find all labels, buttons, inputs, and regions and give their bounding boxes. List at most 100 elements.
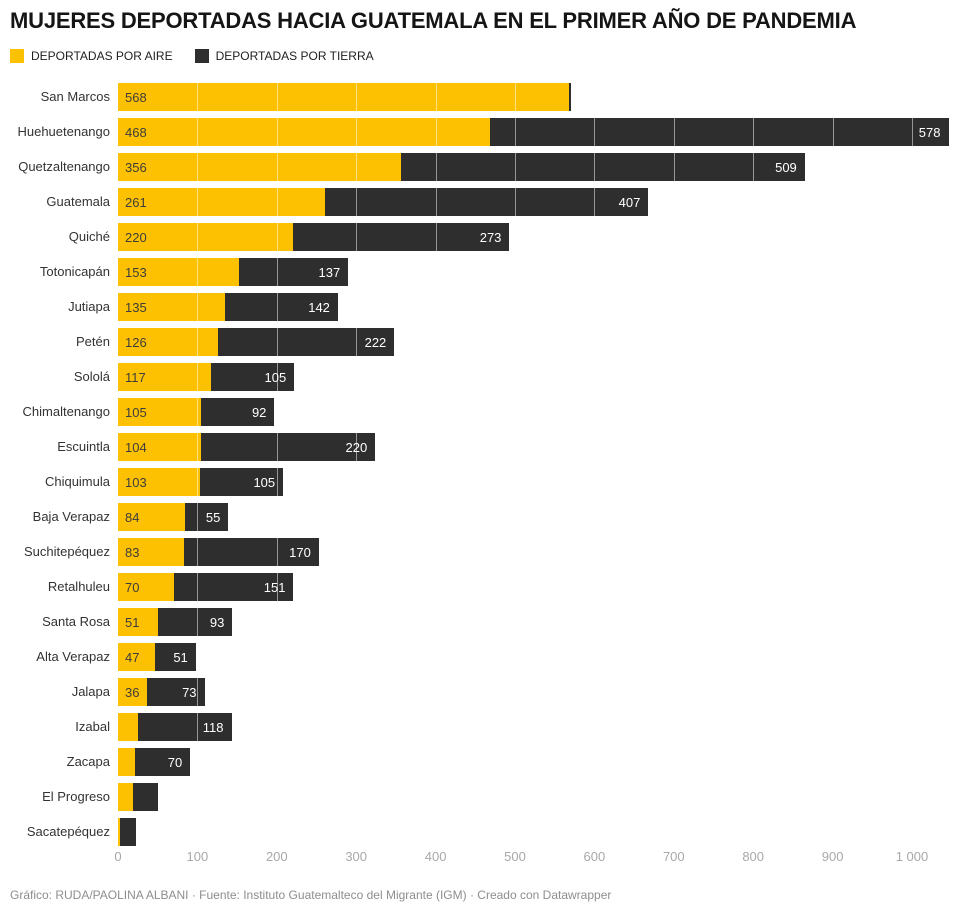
chart-credit: Gráfico: RUDA/PAOLINA ALBANI · Fuente: I…: [10, 888, 612, 902]
bar-row: 468 578: [118, 118, 949, 146]
bar-segment-tierra[interactable]: 273: [292, 223, 510, 251]
x-tick-label: 200: [265, 849, 288, 864]
bar-segment-tierra[interactable]: 105: [210, 363, 295, 391]
bar-segment-tierra[interactable]: 509: [400, 153, 805, 181]
bar-segment-tierra[interactable]: 142: [225, 293, 338, 321]
bar-segment-tierra[interactable]: 105: [199, 468, 284, 496]
bar-segment-aire[interactable]: 105: [118, 398, 202, 426]
bar-value-label-tierra: 55: [205, 509, 221, 525]
legend-swatch-aire-icon: [10, 49, 24, 63]
bar-segment-aire[interactable]: 153: [118, 258, 240, 286]
bar-row: 220 273: [118, 223, 510, 251]
bar-row: 70: [118, 748, 191, 776]
category-label: Izabal: [75, 719, 110, 734]
bar-value-label-tierra: 70: [167, 754, 183, 770]
bar-segment-aire[interactable]: 51: [118, 608, 159, 636]
bar-value-label-tierra: 93: [209, 614, 225, 630]
bar-row: 47 51: [118, 643, 196, 671]
bar-segment-tierra[interactable]: 151: [173, 573, 294, 601]
category-label: Quiché: [68, 229, 110, 244]
bar-value-label-tierra: 105: [264, 369, 287, 385]
bar-segment-tierra[interactable]: 170: [183, 538, 319, 566]
x-tick-label: 900: [821, 849, 844, 864]
bar-segment-aire[interactable]: [118, 713, 138, 741]
bar-row: 356 509: [118, 153, 805, 181]
bar-segment-tierra[interactable]: 222: [218, 328, 395, 356]
bar-segment-tierra[interactable]: 93: [158, 608, 233, 636]
bar-segment-aire[interactable]: 84: [118, 503, 185, 531]
bar-value-label-aire: 153: [125, 264, 147, 280]
category-label: Quetzaltenango: [18, 159, 110, 174]
bar-segment-tierra[interactable]: [568, 83, 572, 111]
category-label: Retalhuleu: [47, 579, 110, 594]
bar-value-label-aire: 568: [125, 89, 147, 105]
x-axis: 0 100 200 300 400 500 600 700 800 900 1 000: [0, 849, 953, 867]
category-label: Zacapa: [66, 754, 110, 769]
bar-value-label-tierra: 170: [289, 544, 311, 560]
bar-value-label-tierra: 73: [182, 684, 197, 700]
bar-row: 51 93: [118, 608, 233, 636]
bar-segment-aire[interactable]: 135: [118, 293, 226, 321]
gridline: [436, 83, 437, 846]
bar-value-label-aire: 47: [125, 649, 140, 665]
category-label: Escuintla: [57, 439, 110, 454]
bar-row: 135 142: [118, 293, 338, 321]
x-tick-label: 600: [583, 849, 606, 864]
gridline: [356, 83, 357, 846]
bar-segment-tierra[interactable]: 51: [155, 643, 196, 671]
category-label: Chimaltenango: [22, 404, 110, 419]
x-tick-label: 100: [186, 849, 209, 864]
bar-value-label-aire: 117: [125, 369, 146, 385]
bar-segment-tierra[interactable]: 55: [184, 503, 229, 531]
bar-row: 568: [118, 83, 572, 111]
bar-segment-aire[interactable]: 126: [118, 328, 219, 356]
gridline: [515, 83, 516, 846]
legend-label: DEPORTADAS POR TIERRA: [215, 49, 374, 63]
bar-segment-aire[interactable]: 468: [118, 118, 490, 146]
x-tick-label: 300: [345, 849, 368, 864]
bar-segment-aire[interactable]: 356: [118, 153, 401, 181]
bar-row: 261 407: [118, 188, 649, 216]
gridline: [277, 83, 278, 846]
bar-value-label-tierra: 273: [479, 229, 502, 245]
bar-segment-aire[interactable]: 36: [118, 678, 147, 706]
bar-row: [118, 783, 158, 811]
bar-segment-tierra[interactable]: 220: [200, 433, 376, 461]
bar-segment-tierra[interactable]: [133, 783, 158, 811]
bar-value-label-aire: 220: [125, 229, 147, 245]
bar-segment-tierra[interactable]: 578: [489, 118, 949, 146]
category-label: Totonicapán: [39, 264, 110, 279]
bar-segment-aire[interactable]: 70: [118, 573, 174, 601]
gridline: [753, 83, 754, 846]
bar-segment-aire[interactable]: [118, 783, 134, 811]
bar-segment-aire[interactable]: 104: [118, 433, 201, 461]
bar-segment-tierra[interactable]: 137: [239, 258, 349, 286]
bar-segment-aire[interactable]: 47: [118, 643, 156, 671]
category-label: Huehuetenango: [17, 124, 110, 139]
bar-value-label-aire: 105: [125, 404, 147, 420]
x-tick-label: 1 000: [895, 849, 929, 864]
bar-value-label-tierra: 407: [618, 194, 641, 210]
bar-row: 36 73: [118, 678, 205, 706]
bar-segment-aire[interactable]: 83: [118, 538, 184, 566]
bar-segment-tierra[interactable]: 118: [137, 713, 232, 741]
bar-segment-aire[interactable]: [118, 748, 135, 776]
bar-segment-tierra[interactable]: 92: [201, 398, 275, 426]
gridline: [594, 83, 595, 846]
category-label: Baja Verapaz: [32, 509, 110, 524]
bar-value-label-tierra: 220: [346, 440, 376, 455]
bar-value-label-aire: 468: [125, 124, 147, 140]
bar-segment-aire[interactable]: 261: [118, 188, 326, 216]
bar-segment-aire[interactable]: 117: [118, 363, 211, 391]
bar-segment-aire[interactable]: 220: [118, 223, 293, 251]
bar-segment-tierra[interactable]: 73: [146, 678, 205, 706]
bar-segment-tierra[interactable]: 407: [325, 188, 649, 216]
bar-segment-aire[interactable]: 568: [118, 83, 569, 111]
bar-value-label-aire: 103: [125, 474, 147, 490]
bar-segment-tierra[interactable]: [120, 818, 137, 846]
category-label: Sacatepéquez: [26, 824, 110, 839]
bar-segment-aire[interactable]: 103: [118, 468, 200, 496]
bar-segment-aire[interactable]: [118, 818, 121, 846]
bar-segment-tierra[interactable]: 70: [134, 748, 191, 776]
